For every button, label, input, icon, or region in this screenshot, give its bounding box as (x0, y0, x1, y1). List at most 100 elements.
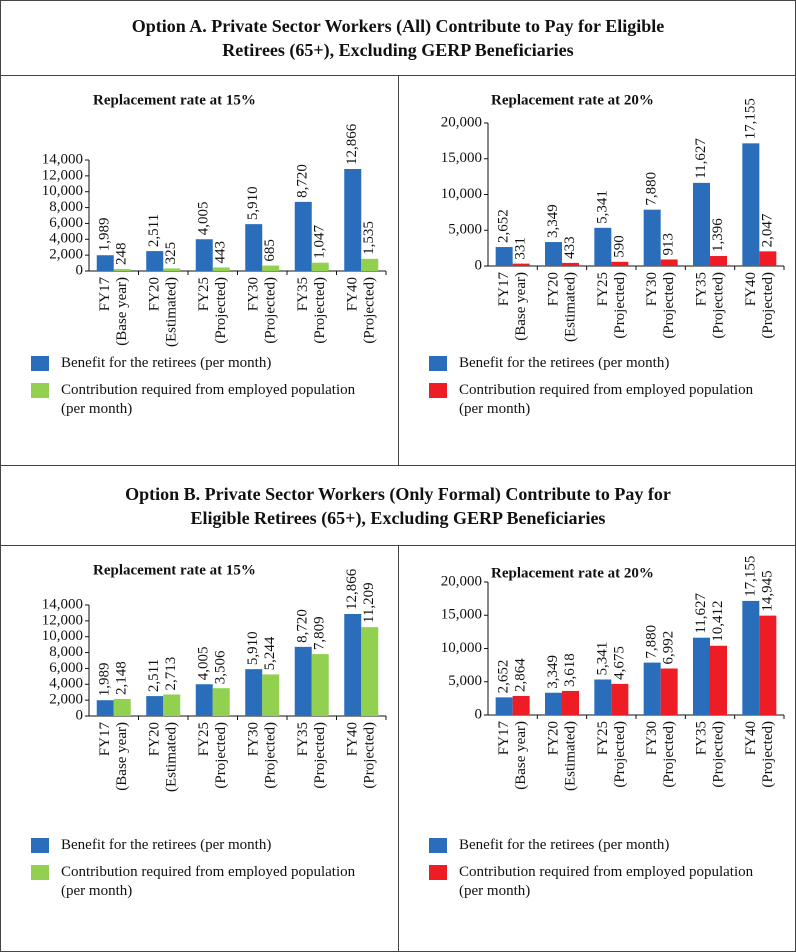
y-tick-label: 10,000 (42, 628, 83, 644)
x-tick-label: FY20 (545, 721, 561, 755)
x-tick-label: (Projected) (263, 277, 279, 344)
y-tick-label: 0 (76, 707, 84, 723)
value-label: 1,989 (97, 662, 113, 696)
y-tick-label: 8,000 (49, 199, 83, 215)
value-label: 590 (611, 235, 627, 258)
x-tick-label: FY25 (196, 277, 212, 311)
x-tick-label: (Estimated) (164, 722, 180, 792)
chart-title: Replacement rate at 15% (93, 562, 256, 578)
value-label: 17,155 (742, 556, 758, 597)
bar (361, 258, 379, 271)
y-tick-label: 14,000 (42, 596, 83, 612)
bar (643, 662, 661, 715)
y-tick-label: 2,000 (49, 247, 83, 263)
legend-item: Benefit for the retirees (per month) (429, 354, 775, 373)
x-tick-label: FY25 (196, 722, 212, 756)
y-tick-label: 4,000 (49, 676, 83, 692)
legend-swatch (31, 383, 49, 398)
legend-label: Benefit for the retirees (per month) (459, 355, 670, 371)
value-label: 12,866 (344, 123, 360, 165)
bar (113, 698, 131, 716)
x-tick-label: (Projected) (213, 277, 229, 344)
bar (742, 600, 760, 715)
value-label: 11,627 (693, 138, 709, 179)
chart-title: Replacement rate at 15% (93, 92, 256, 108)
y-tick-label: 4,000 (49, 231, 83, 247)
value-label: 7,880 (644, 625, 660, 659)
x-tick-label: (Projected) (612, 721, 628, 788)
legend-item: Contribution required from employed popu… (429, 381, 775, 419)
x-tick-label: (Estimated) (562, 721, 578, 791)
x-tick-label: FY40 (345, 722, 361, 756)
x-tick-label: FY20 (545, 272, 561, 306)
value-label: 2,047 (759, 213, 775, 247)
x-tick-label: FY30 (246, 277, 262, 311)
bar (212, 688, 230, 716)
bar (495, 697, 513, 715)
bar (512, 695, 530, 715)
legend-item: Contribution required from employed popu… (31, 863, 378, 901)
y-tick-label: 0 (475, 257, 483, 273)
legend-swatch (31, 356, 49, 371)
legend-swatch (429, 865, 447, 880)
bar (195, 239, 213, 271)
bar (96, 700, 114, 716)
bar (344, 168, 362, 271)
value-label: 443 (213, 241, 229, 264)
bar (495, 247, 513, 266)
x-tick-label: (Projected) (710, 272, 726, 339)
bar (759, 251, 777, 266)
legend-swatch (429, 383, 447, 398)
chart-title: Replacement rate at 20% (491, 92, 654, 108)
bar (759, 615, 777, 715)
x-tick-label: FY40 (345, 277, 361, 311)
x-tick-label: FY35 (693, 272, 709, 306)
legend: Benefit for the retirees (per month) Cont… (429, 836, 775, 909)
value-label: 2,148 (114, 661, 130, 695)
bar (212, 267, 230, 271)
x-tick-label: (Projected) (312, 277, 328, 344)
x-tick-label: (Projected) (760, 272, 776, 339)
y-tick-label: 12,000 (42, 167, 83, 183)
y-tick-label: 2,000 (49, 692, 83, 708)
y-tick-label: 0 (76, 262, 84, 278)
legend-label: Contribution required from employed popu… (459, 864, 754, 899)
value-label: 5,341 (594, 190, 610, 224)
value-label: 2,511 (146, 214, 162, 247)
x-tick-label: (Projected) (612, 272, 628, 339)
bar (294, 646, 312, 716)
y-tick-label: 12,000 (42, 612, 83, 628)
bar (710, 256, 727, 266)
bar (245, 224, 263, 271)
value-label: 2,511 (146, 659, 162, 692)
x-tick-label: FY30 (644, 721, 660, 755)
legend-swatch (31, 838, 49, 853)
bar (660, 668, 678, 715)
legend-item: Benefit for the retirees (per month) (31, 836, 378, 855)
legend-label: Contribution required from employed popu… (459, 382, 754, 417)
value-label: 4,675 (611, 646, 627, 680)
chart-panel: Replacement rate at 15% 0 2,000 4,000 6,000 8… (0, 545, 399, 952)
x-tick-label: (Projected) (213, 722, 229, 789)
value-label: 325 (163, 242, 179, 265)
bar (594, 679, 612, 715)
x-tick-label: FY17 (97, 277, 113, 312)
value-label: 6,992 (661, 631, 677, 665)
bar (294, 201, 312, 271)
chart: Replacement rate at 20% 0 5,000 10,000 15,00… (441, 92, 785, 342)
value-label: 3,349 (545, 204, 561, 238)
legend-label: Benefit for the retirees (per month) (61, 355, 272, 371)
x-tick-label: (Estimated) (562, 272, 578, 342)
bar (311, 262, 329, 271)
chart: Replacement rate at 20% 0 5,000 10,000 15,00… (441, 556, 785, 791)
bar (163, 268, 181, 271)
y-tick-label: 5,000 (448, 222, 482, 238)
value-label: 331 (513, 237, 529, 260)
value-label: 4,005 (196, 201, 212, 235)
x-tick-label: (Projected) (710, 721, 726, 788)
value-label: 3,349 (545, 655, 561, 689)
section-title: Option B. Private Sector Workers (Only F… (0, 465, 796, 546)
x-tick-label: (Base year) (114, 277, 130, 346)
legend-label: Benefit for the retirees (per month) (61, 837, 272, 853)
x-tick-label: (Projected) (661, 721, 677, 788)
